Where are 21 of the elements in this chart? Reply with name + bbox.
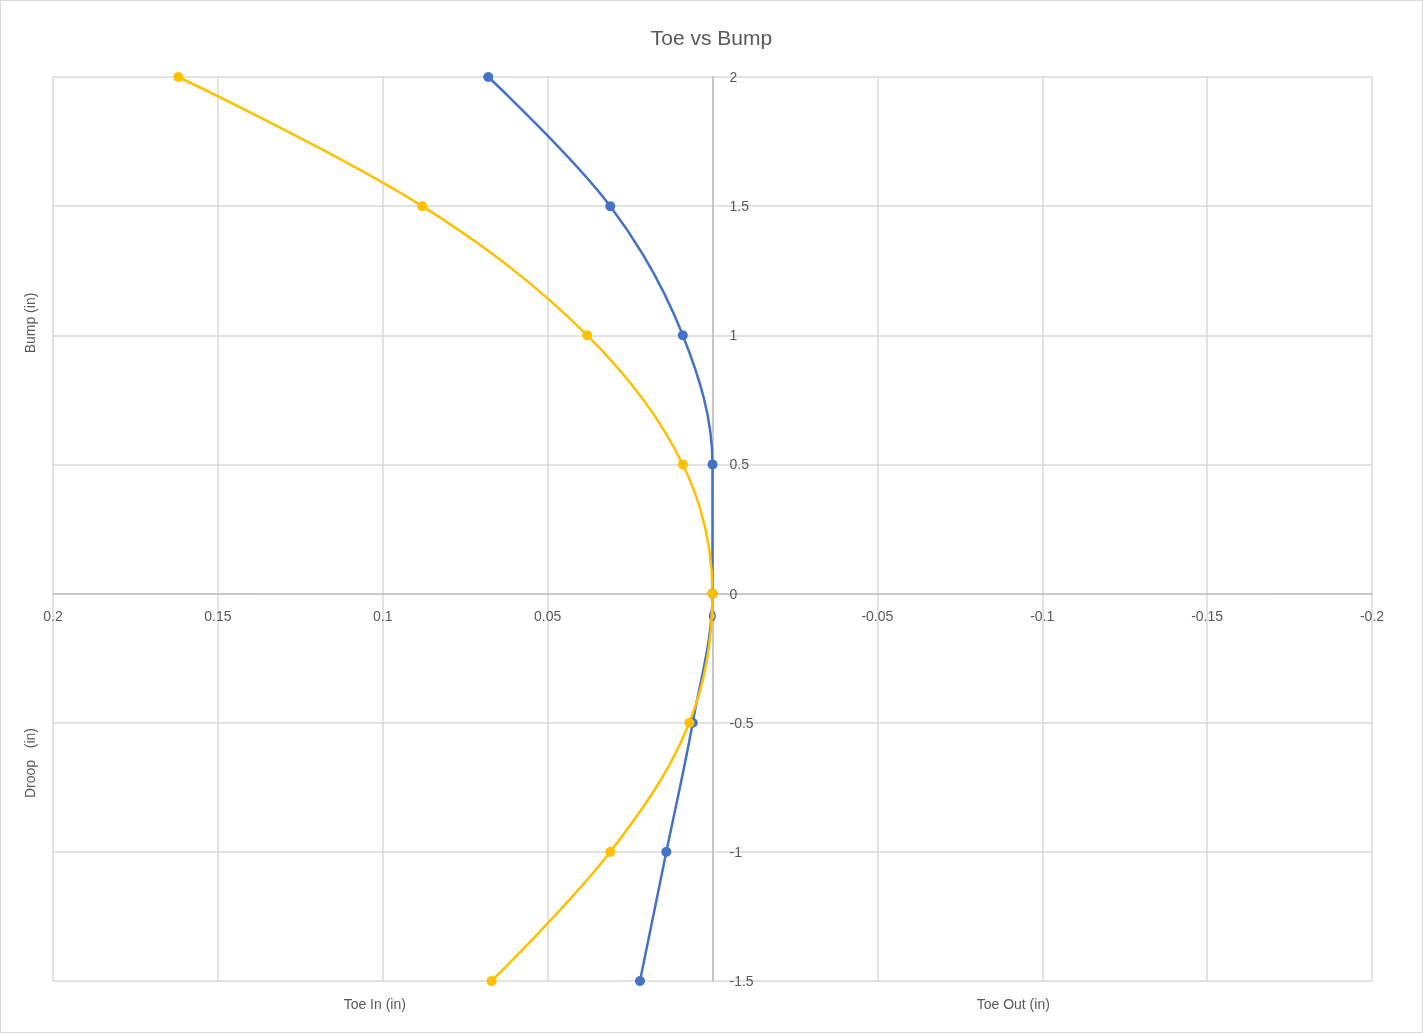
x-tick-label: -0.1 — [1030, 607, 1055, 624]
x-tick-label: 0.2 — [43, 607, 63, 624]
x-tick-label: -0.05 — [861, 607, 894, 624]
y-axis-title: Bump (in) — [22, 292, 38, 354]
y-tick-label: 0.5 — [729, 456, 750, 473]
x-axis-title: Toe In (in) — [343, 996, 406, 1012]
text: Droop (in) — [22, 727, 38, 799]
y-tick-label: -1.5 — [729, 973, 754, 989]
text: Toe Out (in) — [976, 996, 1050, 1012]
y-tick-label: 1.5 — [729, 198, 750, 215]
y-tick-label: 1 — [729, 327, 738, 344]
y-tick-label: -0.5 — [729, 714, 754, 731]
y-tick-label: -1 — [729, 843, 743, 860]
y-tick-label: 2 — [729, 69, 738, 85]
y-tick-label: 0 — [729, 585, 738, 602]
x-tick-label: 0.1 — [373, 607, 393, 624]
x-tick-label: -0.2 — [1359, 607, 1385, 624]
x-tick-label: 0.05 — [534, 607, 562, 624]
chart-title: Toe vs Bump — [650, 26, 773, 49]
x-tick-label: 0.15 — [204, 607, 232, 624]
x-tick-label: -0.15 — [1191, 607, 1224, 624]
